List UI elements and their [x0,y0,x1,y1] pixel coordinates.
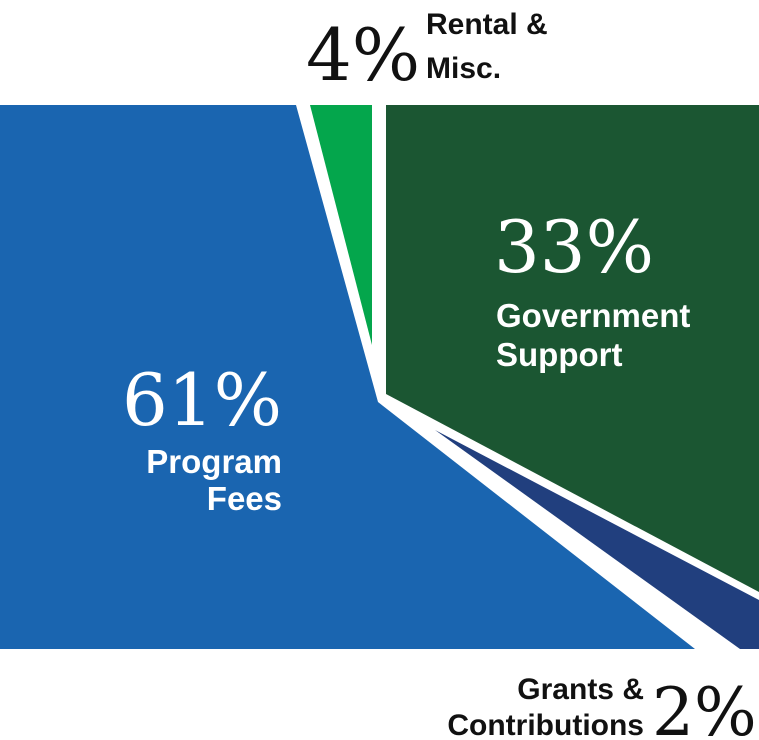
slice-government-support [386,105,759,592]
rental-misc-label-line2: Misc. [426,52,501,85]
government-support-label-line1: Government [496,297,690,334]
program-fees-label-line2: Fees [207,480,282,517]
grants-contributions-percent: 2% [652,674,757,740]
rental-misc-label-line1: Rental & [426,8,548,41]
government-support-label-line2: Support [496,336,622,373]
grants-contributions-label-line1: Grants & [517,673,644,706]
slice-grants-contributions [435,430,759,649]
program-fees-label-line1: Program [146,443,282,480]
grants-contributions-label-line2: Contributions [447,709,644,740]
rental-misc-percent: 4% [306,13,420,97]
program-fees-percent: 61% [122,358,282,442]
slice-rental-misc [310,105,372,345]
slices [0,105,759,649]
government-support-percent: 33% [494,205,654,289]
slice-program-fees [0,105,695,649]
